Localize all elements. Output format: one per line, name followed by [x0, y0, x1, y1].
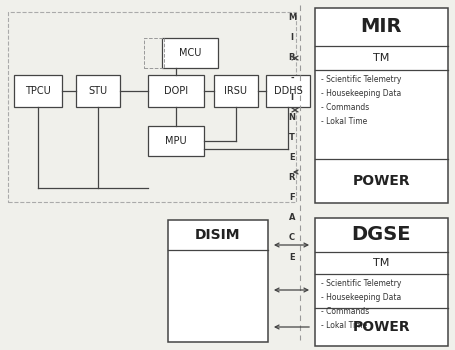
Text: POWER: POWER [352, 320, 410, 334]
Text: MPU: MPU [165, 136, 187, 146]
Text: -: - [289, 74, 293, 83]
Text: TM: TM [373, 53, 389, 63]
Text: - Commands: - Commands [320, 307, 369, 315]
Text: DOPI: DOPI [164, 86, 187, 96]
Text: R: R [288, 54, 294, 63]
Bar [265, 75, 309, 107]
Bar [144, 38, 164, 68]
Bar [162, 38, 217, 68]
Text: T: T [288, 133, 294, 142]
Text: I: I [290, 34, 293, 42]
Text: STU: STU [88, 86, 107, 96]
Text: DISIM: DISIM [195, 228, 240, 242]
Bar [213, 75, 258, 107]
Text: POWER: POWER [352, 174, 410, 188]
Text: - Lokal Time: - Lokal Time [320, 321, 366, 329]
Text: TM: TM [373, 258, 389, 268]
Text: C: C [288, 233, 294, 243]
Bar [167, 220, 268, 342]
Text: DDHS: DDHS [273, 86, 302, 96]
Bar [8, 12, 295, 202]
Text: E: E [288, 253, 294, 262]
Bar [148, 126, 203, 156]
Text: - Housekeeping Data: - Housekeeping Data [320, 90, 400, 98]
Text: IRSU: IRSU [224, 86, 247, 96]
Bar [314, 218, 447, 346]
Text: TPCU: TPCU [25, 86, 51, 96]
Bar [76, 75, 120, 107]
Text: - Lokal Time: - Lokal Time [320, 118, 366, 126]
Text: F: F [288, 194, 294, 203]
Bar [14, 75, 62, 107]
Bar [148, 75, 203, 107]
Bar [314, 8, 447, 203]
Text: E: E [288, 154, 294, 162]
Text: DGSE: DGSE [351, 225, 410, 245]
Text: - Housekeeping Data: - Housekeeping Data [320, 293, 400, 301]
Text: - Scientific Telemetry: - Scientific Telemetry [320, 279, 400, 287]
Text: MCU: MCU [178, 48, 201, 58]
Text: - Scientific Telemetry: - Scientific Telemetry [320, 76, 400, 84]
Text: R: R [288, 174, 294, 182]
Text: MIR: MIR [360, 18, 401, 36]
Text: - Commands: - Commands [320, 104, 369, 112]
Text: I: I [290, 93, 293, 103]
Text: M: M [287, 14, 295, 22]
Text: A: A [288, 214, 294, 223]
Text: N: N [288, 113, 295, 122]
